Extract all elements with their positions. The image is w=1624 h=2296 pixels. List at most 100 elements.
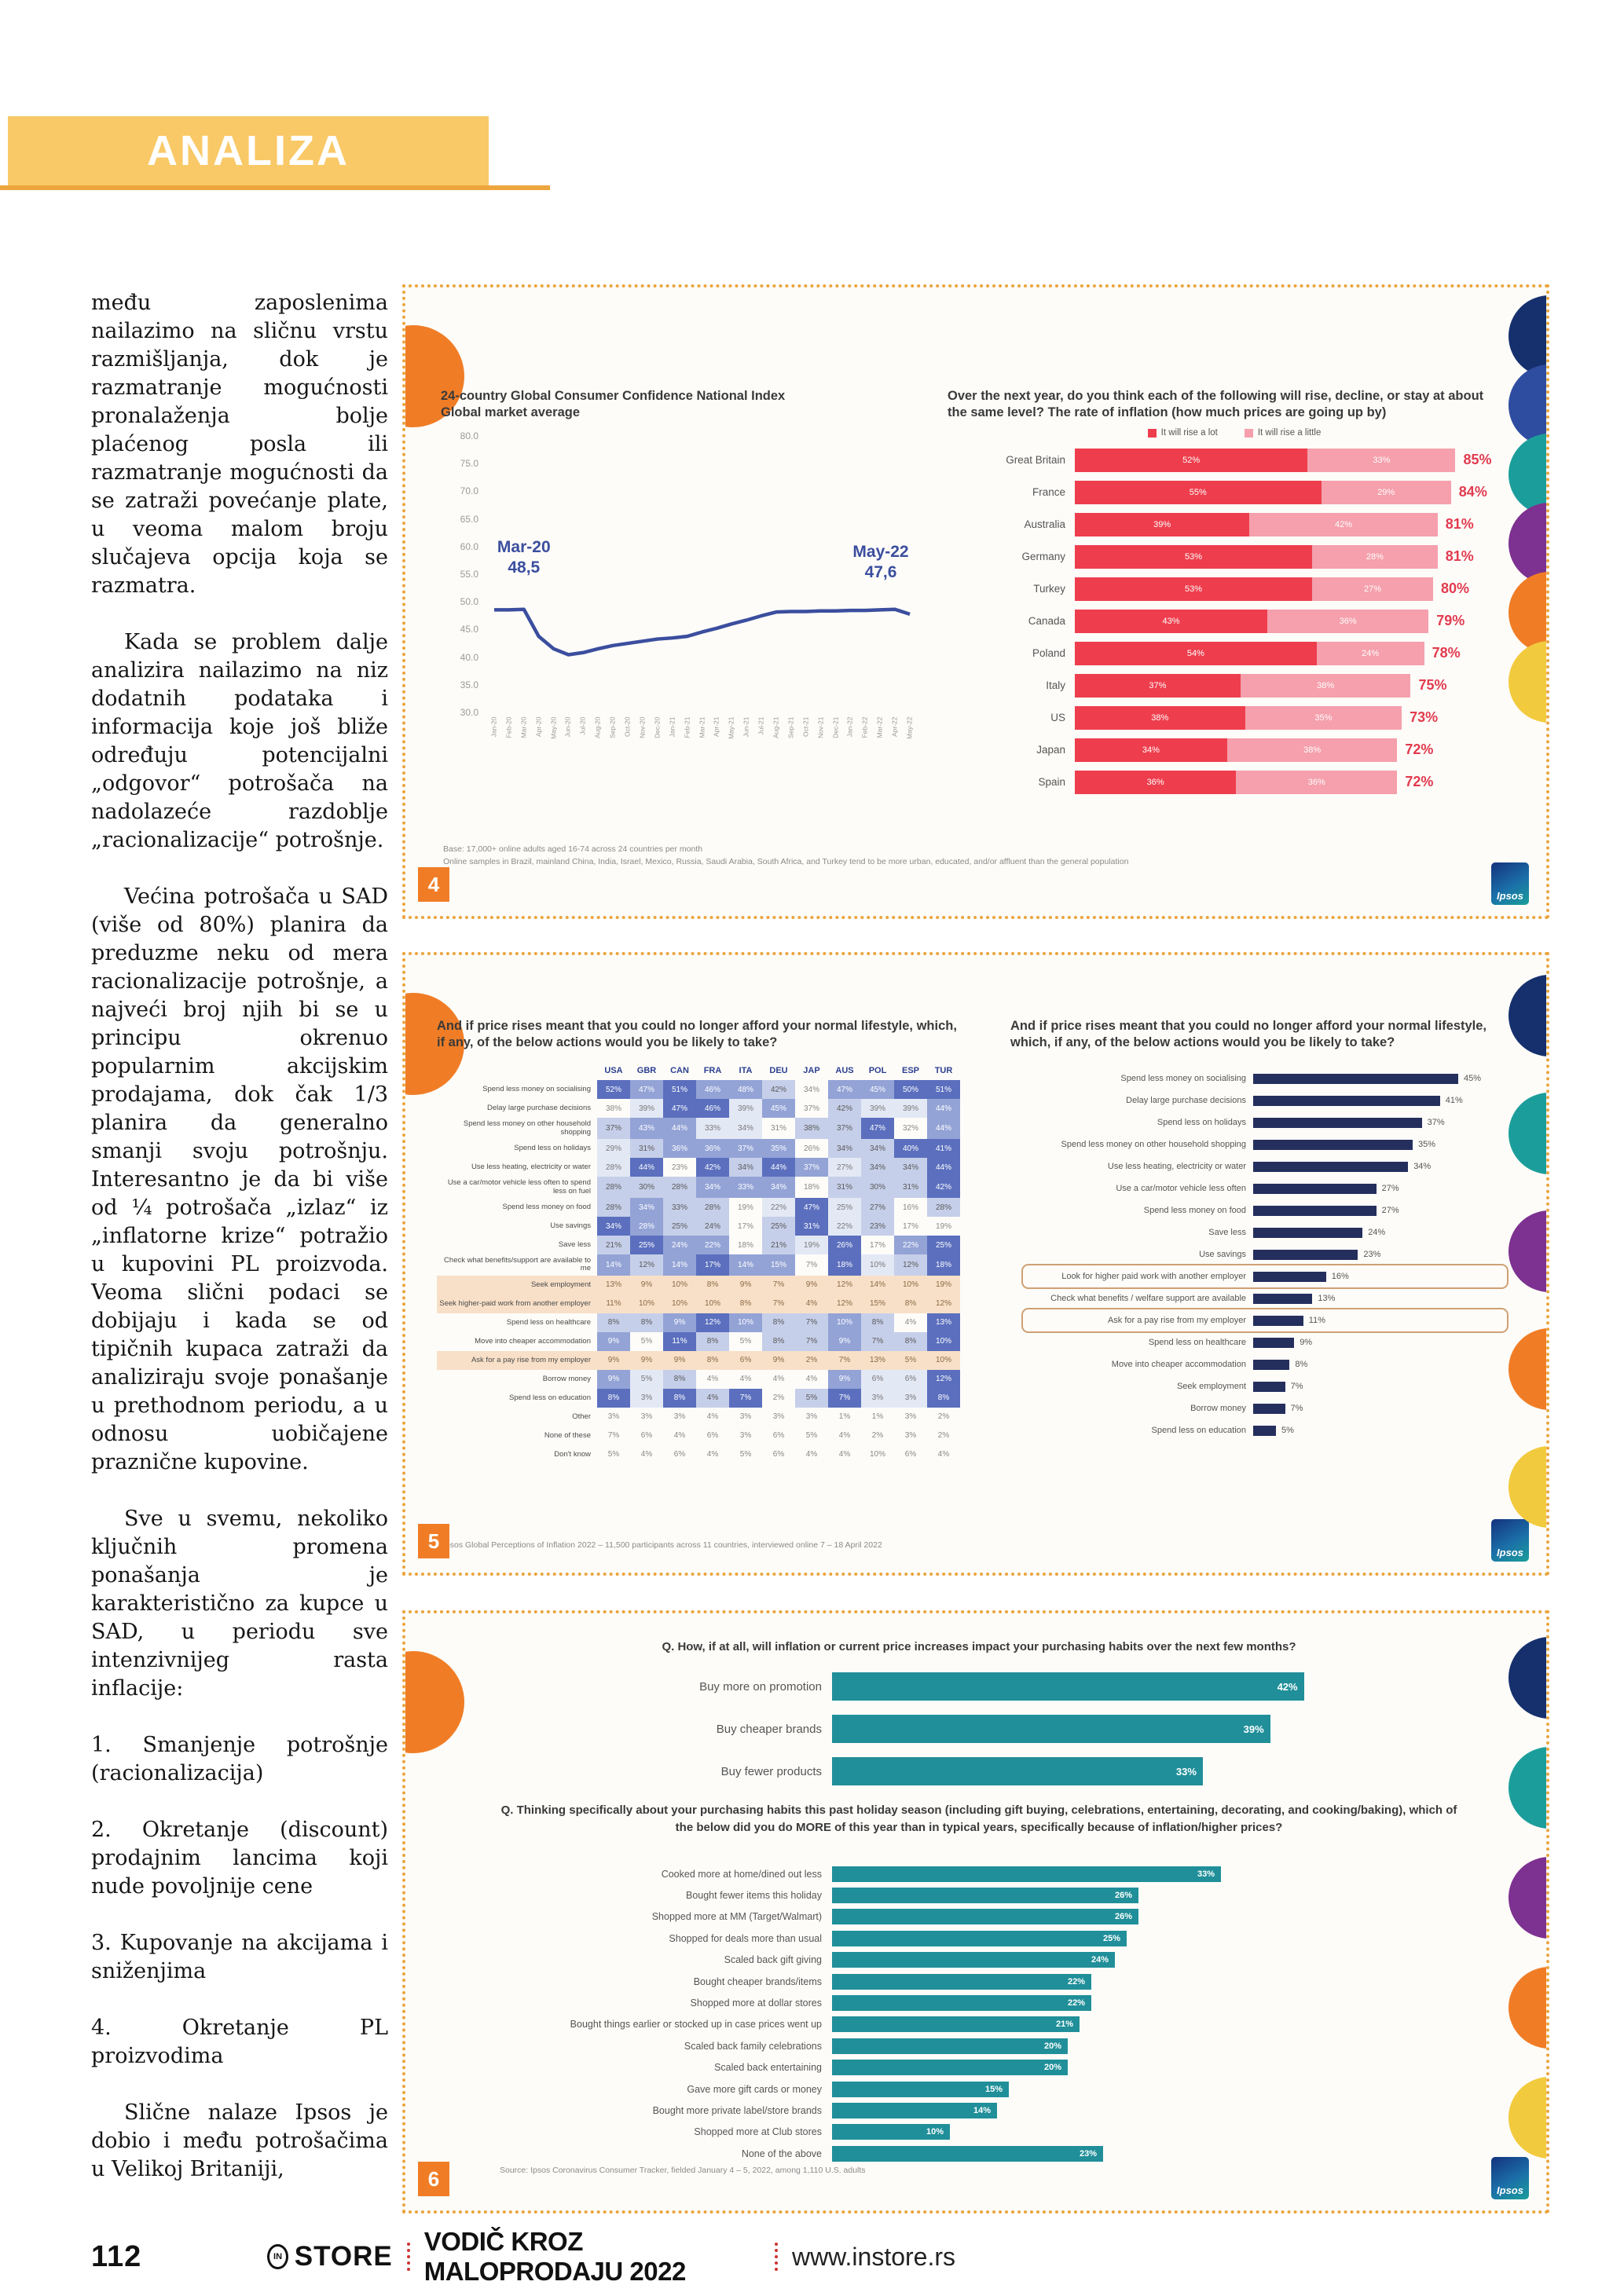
table-cell: 4% bbox=[706, 1450, 719, 1459]
table-cell: 14% bbox=[729, 1254, 762, 1276]
table-cell: 4% bbox=[706, 1412, 719, 1422]
table-cell: 10% bbox=[729, 1313, 762, 1332]
bar-value: 37% bbox=[1427, 1118, 1445, 1128]
row-label: Spend less money on socialising bbox=[482, 1085, 591, 1094]
bar-value: 42% bbox=[1277, 1680, 1298, 1693]
country-label: Australia bbox=[1024, 518, 1065, 531]
x-axis-tick-label: Apr-21 bbox=[712, 716, 720, 738]
row-label: Move into cheaper accommodation bbox=[475, 1336, 591, 1346]
table-row: Delay large purchase decisions 38% 39% 47% 4… bbox=[437, 1099, 971, 1119]
table-cell: 43% bbox=[630, 1118, 663, 1140]
table-cell: 15% bbox=[762, 1254, 795, 1276]
table-cell: 17% bbox=[902, 1221, 918, 1231]
bar bbox=[1253, 1095, 1440, 1106]
table-cell: 4% bbox=[838, 1450, 851, 1459]
table-cell: 34% bbox=[729, 1118, 762, 1140]
bar-row: Use a car/motor vehicle less often 27% bbox=[1010, 1177, 1529, 1199]
bar-row: Use savings 23% bbox=[1010, 1243, 1529, 1265]
table-cell: 3% bbox=[640, 1412, 653, 1422]
column-header: GBR bbox=[636, 1066, 657, 1076]
table-cell: 37% bbox=[803, 1104, 819, 1113]
country-label: Italy bbox=[1046, 679, 1065, 692]
bar-row: Spend less money on socialising 45% bbox=[1010, 1067, 1529, 1089]
table-cell: 8% bbox=[696, 1331, 729, 1351]
table-cell: 28% bbox=[696, 1198, 729, 1217]
table-cell: 10% bbox=[630, 1294, 663, 1313]
table-cell: 4% bbox=[673, 1431, 686, 1441]
bar-label: Scaled back entertaining bbox=[714, 2062, 822, 2074]
bar-value: 5% bbox=[1281, 1426, 1294, 1436]
table-cell: 31% bbox=[894, 1177, 927, 1198]
guide-title: VODIČ KROZ MALOPRODAJU 2022 bbox=[423, 2227, 687, 2286]
table-cell: 5% bbox=[640, 1337, 653, 1346]
table-cell: 3% bbox=[673, 1412, 686, 1422]
bar bbox=[1253, 1139, 1413, 1150]
table-row: Other 3% 3% 3% 4% 3% 3% 3% 1% 1% 3% 2% bbox=[437, 1408, 971, 1426]
bar-row: Gave more gift cards or money 15% bbox=[405, 2078, 1546, 2100]
table-cell: 7% bbox=[762, 1294, 795, 1313]
table-cell: 6% bbox=[706, 1431, 719, 1441]
bar-row: Scaled back gift giving 24% bbox=[405, 1950, 1546, 1971]
bar-label: Shopped more at Club stores bbox=[694, 2126, 822, 2138]
table-cell: 7% bbox=[762, 1275, 795, 1294]
bar-value: 35% bbox=[1418, 1140, 1436, 1150]
table-cell: 27% bbox=[861, 1198, 894, 1217]
table-cell: 2% bbox=[871, 1431, 884, 1441]
figure-5-rationalisation-actions: And if price rises meant that you could … bbox=[402, 952, 1549, 1576]
table-cell: 34% bbox=[630, 1198, 663, 1217]
bar-chart-rows: Spend less money on socialising 45% Delay … bbox=[1010, 1067, 1529, 1441]
table-cell: 50% bbox=[894, 1080, 927, 1100]
article-paragraph: Kada se problem dalje analizira nailazim… bbox=[91, 630, 388, 852]
table-cell: 3% bbox=[904, 1412, 917, 1422]
table-cell: 37% bbox=[597, 1118, 630, 1140]
table-cell: 37% bbox=[729, 1139, 762, 1159]
bar: 21% bbox=[832, 2016, 1080, 2033]
segment-rise-a-little: 24% bbox=[1316, 641, 1424, 665]
x-axis-tick-label: Feb-21 bbox=[683, 716, 691, 738]
bar-value: 27% bbox=[1381, 1184, 1399, 1194]
bar: 24% bbox=[832, 1952, 1115, 1968]
table-cell: 21% bbox=[762, 1236, 795, 1254]
bar-value: 33% bbox=[1175, 1765, 1197, 1778]
bar-row: Spend less money on other household shop… bbox=[1010, 1133, 1529, 1155]
table-cell: 13% bbox=[927, 1313, 960, 1332]
bar bbox=[1253, 1249, 1358, 1260]
actions-heatmap-table: And if price rises meant that you could … bbox=[437, 1018, 971, 1464]
table-cell: 31% bbox=[795, 1217, 828, 1236]
table-cell: 6% bbox=[861, 1369, 894, 1389]
bar-value: 16% bbox=[1331, 1272, 1349, 1282]
bar-label: Bought cheaper brands/items bbox=[693, 1976, 822, 1987]
country-label: Great Britain bbox=[1006, 454, 1065, 467]
bar-value: 11% bbox=[1308, 1316, 1325, 1326]
bar-row: Buy more on promotion 42% bbox=[405, 1665, 1546, 1708]
figure5-footnote: Ipsos Global Perceptions of Inflation 20… bbox=[443, 1540, 882, 1550]
x-axis-tick-label: Mar-20 bbox=[519, 716, 528, 738]
x-axis-tick-label: Mar-21 bbox=[698, 716, 706, 738]
question-1-bars: Buy more on promotion 42% Buy cheaper bran… bbox=[405, 1665, 1546, 1792]
bar-row: Check what benefits / welfare support ar… bbox=[1010, 1287, 1529, 1309]
table-cell: 8% bbox=[597, 1313, 630, 1332]
bar-value: 39% bbox=[1243, 1723, 1264, 1735]
article-paragraph: 4. Okretanje PL proizvodima bbox=[91, 2016, 388, 2068]
table-cell: 6% bbox=[729, 1350, 762, 1370]
table-cell: 24% bbox=[663, 1236, 696, 1254]
article-column: među zaposlenima nailazimo na sličnu vrs… bbox=[91, 289, 388, 2212]
confidence-line-svg bbox=[494, 607, 911, 657]
segment-rise-a-lot: 52% bbox=[1075, 448, 1308, 472]
table-cell: 8% bbox=[729, 1294, 762, 1313]
table-cell: 2% bbox=[937, 1412, 950, 1422]
footer-separator bbox=[406, 2243, 410, 2271]
table-cell: 3% bbox=[894, 1388, 927, 1408]
bar-row: None of the above 23% bbox=[405, 2143, 1546, 2164]
bar-row: Buy cheaper brands 39% bbox=[405, 1708, 1546, 1750]
bar-label: Bought things earlier or stocked up in c… bbox=[570, 2019, 822, 2031]
stacked-bar: 53% 28% bbox=[1075, 544, 1438, 569]
table-cell: 34% bbox=[729, 1158, 762, 1177]
bar: 26% bbox=[832, 1888, 1138, 1904]
bar: 33% bbox=[832, 1866, 1221, 1882]
total-label: 80% bbox=[1440, 580, 1470, 597]
bar bbox=[1253, 1117, 1422, 1128]
bar: 22% bbox=[832, 1995, 1091, 2012]
bar-row: Bought more private label/store brands 14… bbox=[405, 2100, 1546, 2121]
table-row: Save less 21% 25% 24% 22% 18% 21% 19% 26% 17% 22% 2… bbox=[437, 1236, 971, 1254]
